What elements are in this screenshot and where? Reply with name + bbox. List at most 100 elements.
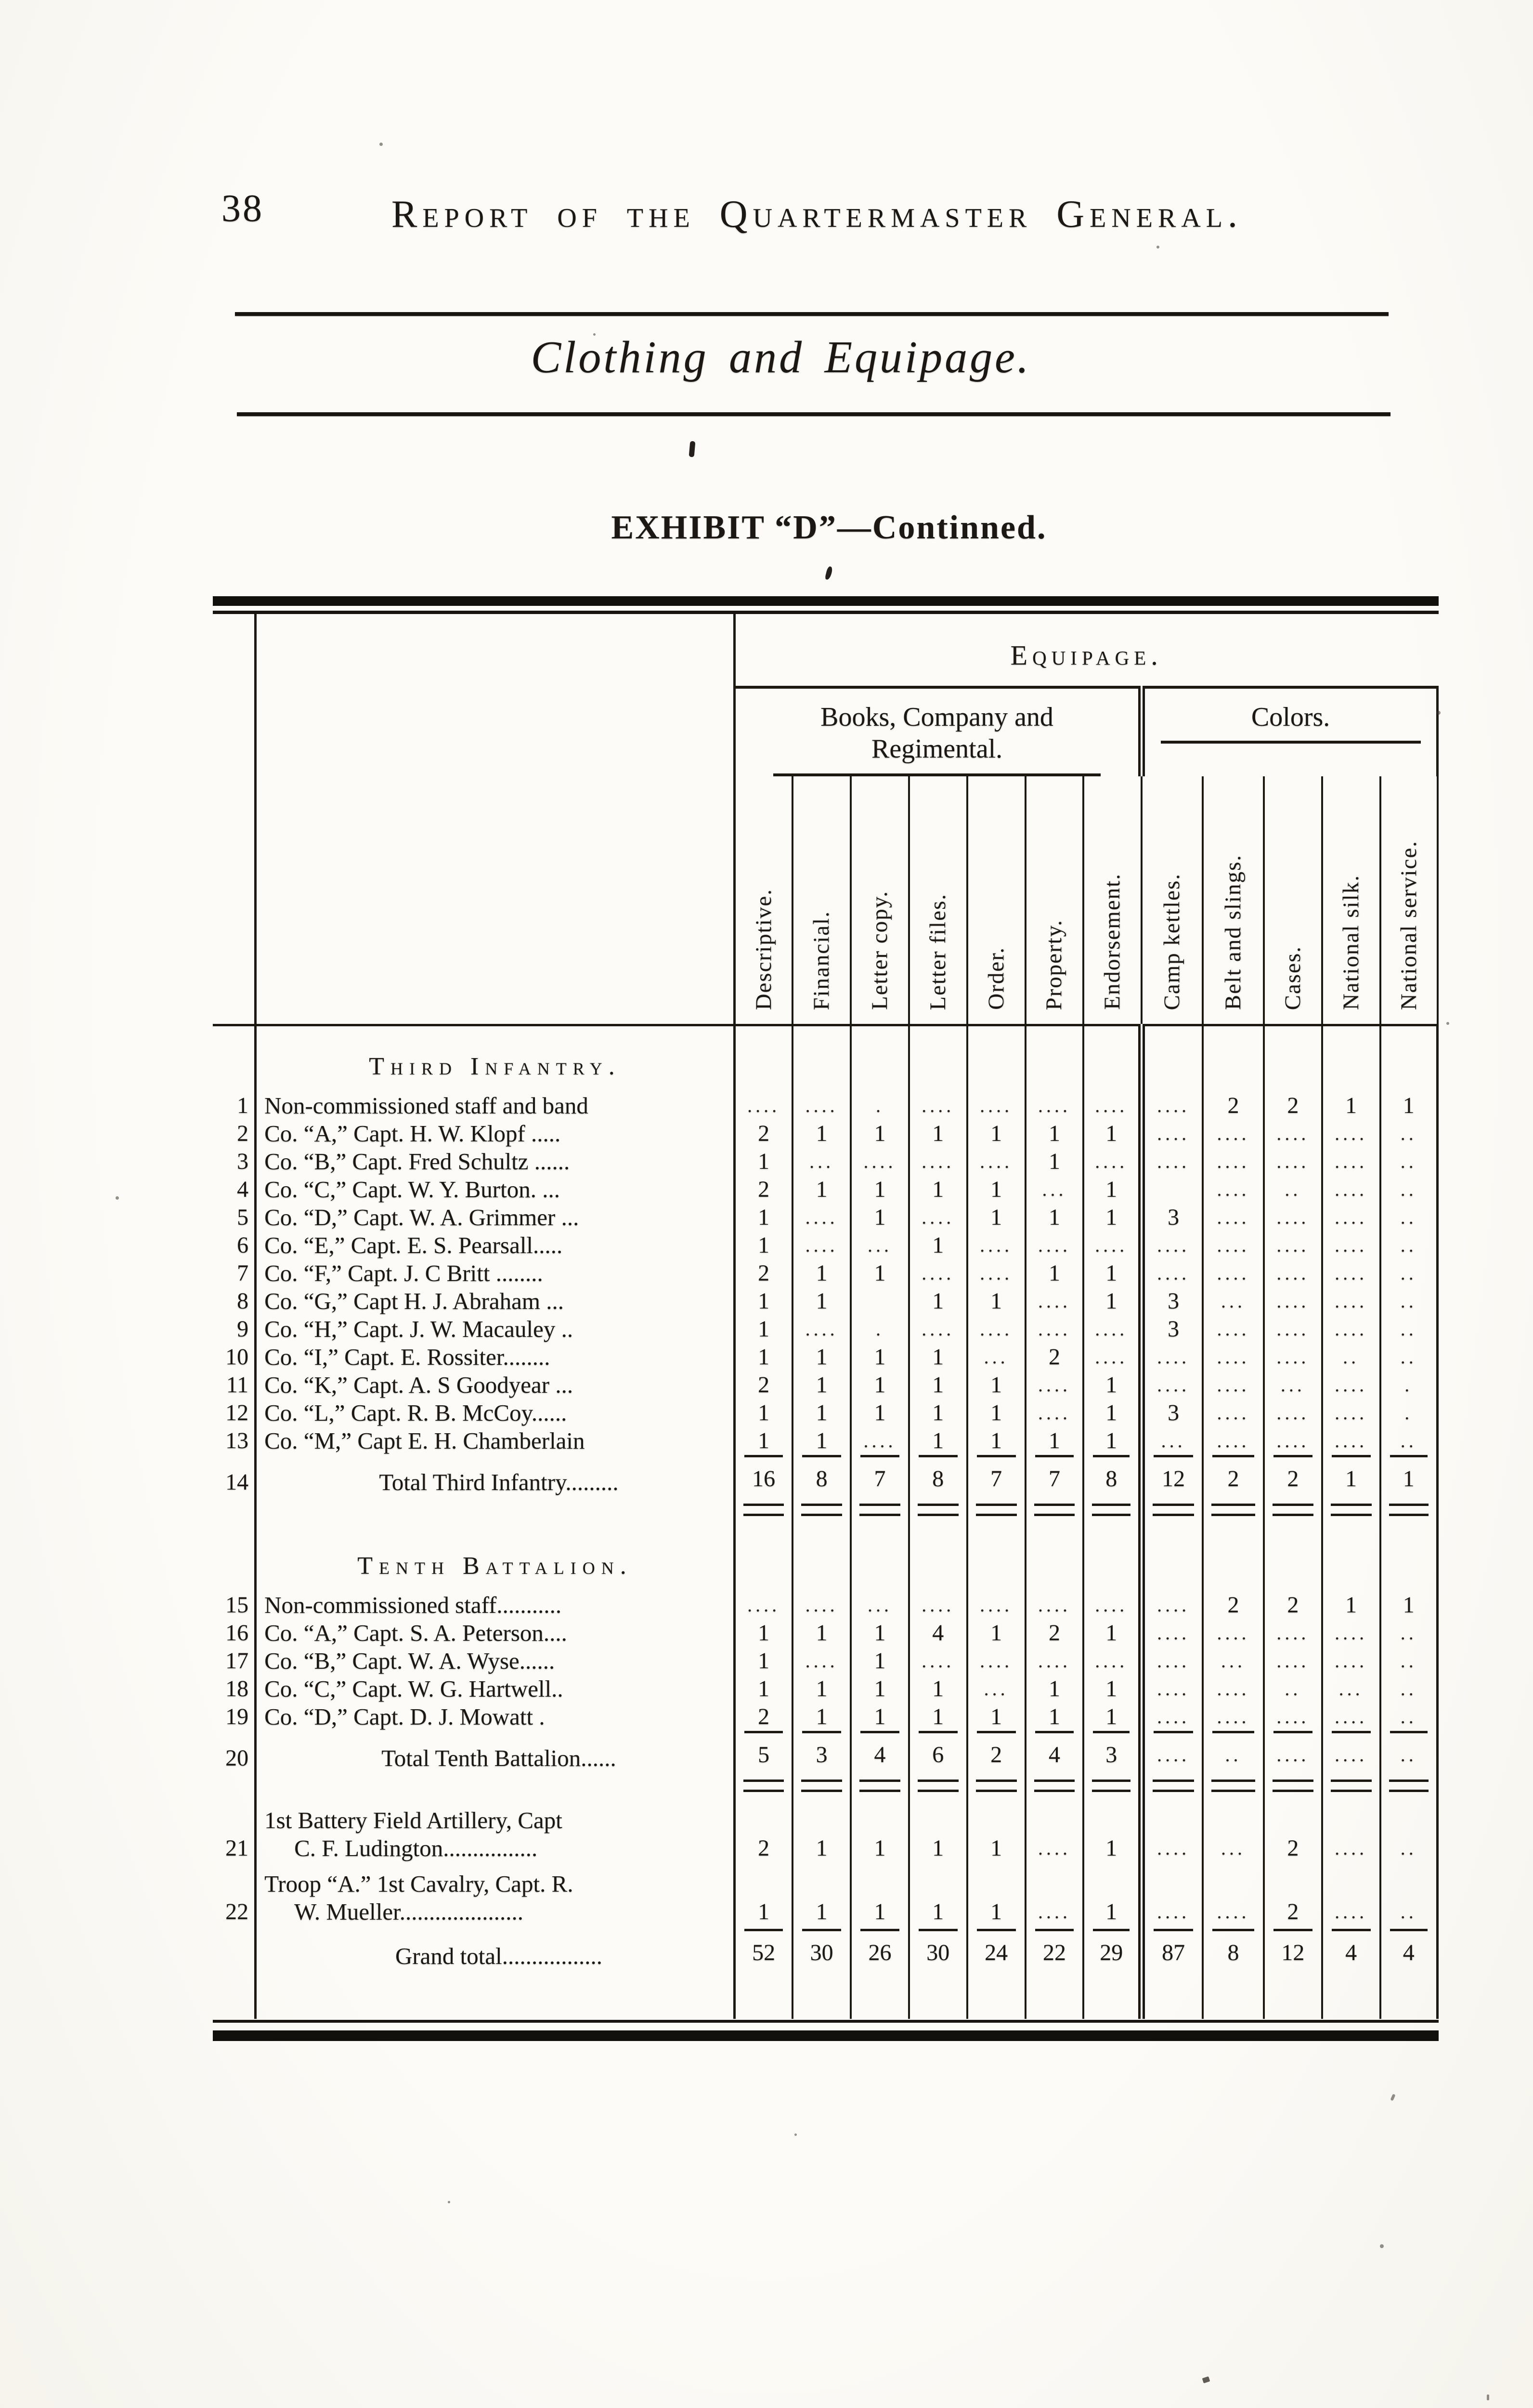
cell: 1	[909, 1120, 968, 1148]
row-name: Co. “C,” Capt. W. Y. Burton. ...	[255, 1176, 736, 1204]
cell	[734, 1774, 794, 1802]
cell	[734, 1526, 794, 1592]
cell: ....	[1322, 1647, 1381, 1675]
cell: ....	[792, 1647, 852, 1675]
double-rule	[1272, 1780, 1313, 1793]
cell	[1025, 1774, 1085, 1802]
cell: ....	[1203, 1259, 1265, 1288]
cell: 1	[792, 1176, 852, 1204]
cell: 1	[792, 1343, 852, 1372]
double-rule	[1330, 1504, 1372, 1517]
cell: ....	[1263, 1731, 1323, 1774]
cell: ....	[1142, 1343, 1204, 1372]
table-row: 21 1st Battery Field Artillery, Capt C. F.…	[213, 1802, 1439, 1866]
cell: 8	[1083, 1455, 1145, 1498]
scan-artifact	[689, 441, 696, 458]
row-name: Non-commissioned staff...........	[255, 1591, 736, 1620]
row-number: 14	[213, 1455, 257, 1498]
cell: ...	[967, 1675, 1026, 1703]
cell	[967, 1498, 1026, 1526]
cell: ...	[1203, 1287, 1265, 1316]
cell: 1	[792, 1120, 852, 1148]
cell: ....	[1263, 1204, 1323, 1232]
row-number	[213, 1526, 257, 1592]
cell: ..	[1380, 1259, 1439, 1288]
cell: 1	[792, 1703, 852, 1731]
cell: ....	[1025, 1647, 1085, 1675]
cell	[851, 1498, 910, 1526]
cell: 1	[1025, 1427, 1085, 1455]
cell: 1	[851, 1259, 910, 1288]
cell: ..	[1380, 1619, 1439, 1648]
total-value: 1	[1390, 1455, 1428, 1498]
row-name: Co. “I,” Capt. E. Rossiter........	[255, 1343, 736, 1372]
row-name: Co. “B,” Capt. Fred Schultz ......	[255, 1148, 736, 1176]
cell: ....	[1263, 1427, 1323, 1455]
cell: 1	[851, 1399, 910, 1427]
table-row: 2 Co. “A,” Capt. H. W. Klopf ..... 2 1 1 1 1 1 1…	[213, 1120, 1439, 1148]
exhibit-heading: EXHIBIT “D”—Continned.	[611, 509, 1047, 546]
cell: ..	[1263, 1675, 1323, 1703]
cell: 1	[909, 1802, 968, 1866]
cell	[909, 1498, 968, 1526]
cell: 1	[1083, 1371, 1145, 1400]
cell: ....	[1322, 1315, 1381, 1344]
row-number: 6	[213, 1231, 257, 1260]
cell: ....	[967, 1259, 1026, 1288]
cell: 30	[792, 1929, 852, 2019]
cell: ....	[909, 1204, 968, 1232]
row-number	[213, 1498, 257, 1526]
cell: ....	[967, 1092, 1026, 1120]
cell: ....	[909, 1591, 968, 1620]
cell: 1	[967, 1399, 1026, 1427]
double-rule	[1153, 1504, 1195, 1517]
cell: ....	[1322, 1619, 1381, 1648]
double-rule	[1034, 1780, 1075, 1793]
row-number: 18	[213, 1675, 257, 1703]
col-header-national-silk: National silk.	[1322, 776, 1381, 1027]
scan-artifact	[824, 566, 833, 580]
row-name: Co. “K,” Capt. A. S Goodyear ...	[255, 1371, 736, 1400]
row-name: Co. “F,” Capt. J. C Britt ........	[255, 1259, 736, 1288]
double-rule	[859, 1780, 900, 1793]
cell	[1322, 1526, 1381, 1592]
table-header-row-2: Books, Company and Regimental. Colors.	[213, 687, 1439, 777]
equipage-table-wrap: Equipage. Books, Company and Regimental.…	[213, 596, 1439, 2042]
cell: 1	[1025, 1120, 1085, 1148]
cell: ....	[1142, 1259, 1204, 1288]
cell: 7	[1025, 1455, 1085, 1498]
cell: ....	[1025, 1802, 1085, 1866]
cell	[792, 1774, 852, 1802]
scan-speck	[593, 333, 596, 336]
scan-speck	[794, 2133, 797, 2136]
cell: .	[851, 1092, 910, 1120]
cell: 1	[851, 1204, 910, 1232]
cell: 1	[792, 1802, 852, 1866]
double-rule	[917, 1780, 959, 1793]
cell: ....	[1263, 1315, 1323, 1344]
cell: 3	[1142, 1315, 1204, 1344]
cell: 5	[734, 1731, 794, 1774]
total-value: ....	[1331, 1731, 1371, 1774]
cell: 2	[1263, 1455, 1323, 1498]
cell: 6	[909, 1731, 968, 1774]
cell: 3	[1142, 1204, 1204, 1232]
cell: 1	[1083, 1120, 1145, 1148]
cell: ..	[1203, 1731, 1265, 1774]
total-value: 4	[1331, 1929, 1371, 1972]
row-name: Co. “C,” Capt. W. G. Hartwell..	[255, 1675, 736, 1703]
cell: 1	[792, 1287, 852, 1316]
cell: 2	[734, 1703, 794, 1731]
total-value: 8	[918, 1455, 958, 1498]
cell: ....	[1083, 1148, 1145, 1176]
total-value: 2	[1212, 1455, 1254, 1498]
double-rule	[1330, 1780, 1372, 1793]
total-value: 4	[1035, 1731, 1074, 1774]
table-row: 13 Co. “M,” Capt E. H. Chamberlain 1 1.... 1…	[213, 1427, 1439, 1455]
cell: ....	[909, 1148, 968, 1176]
cell: ..	[1380, 1703, 1439, 1731]
cell: ....	[1083, 1647, 1145, 1675]
table-row: 7 Co. “F,” Capt. J. C Britt ........ 2 1 1..…	[213, 1259, 1439, 1288]
cell: 1	[1083, 1427, 1145, 1455]
